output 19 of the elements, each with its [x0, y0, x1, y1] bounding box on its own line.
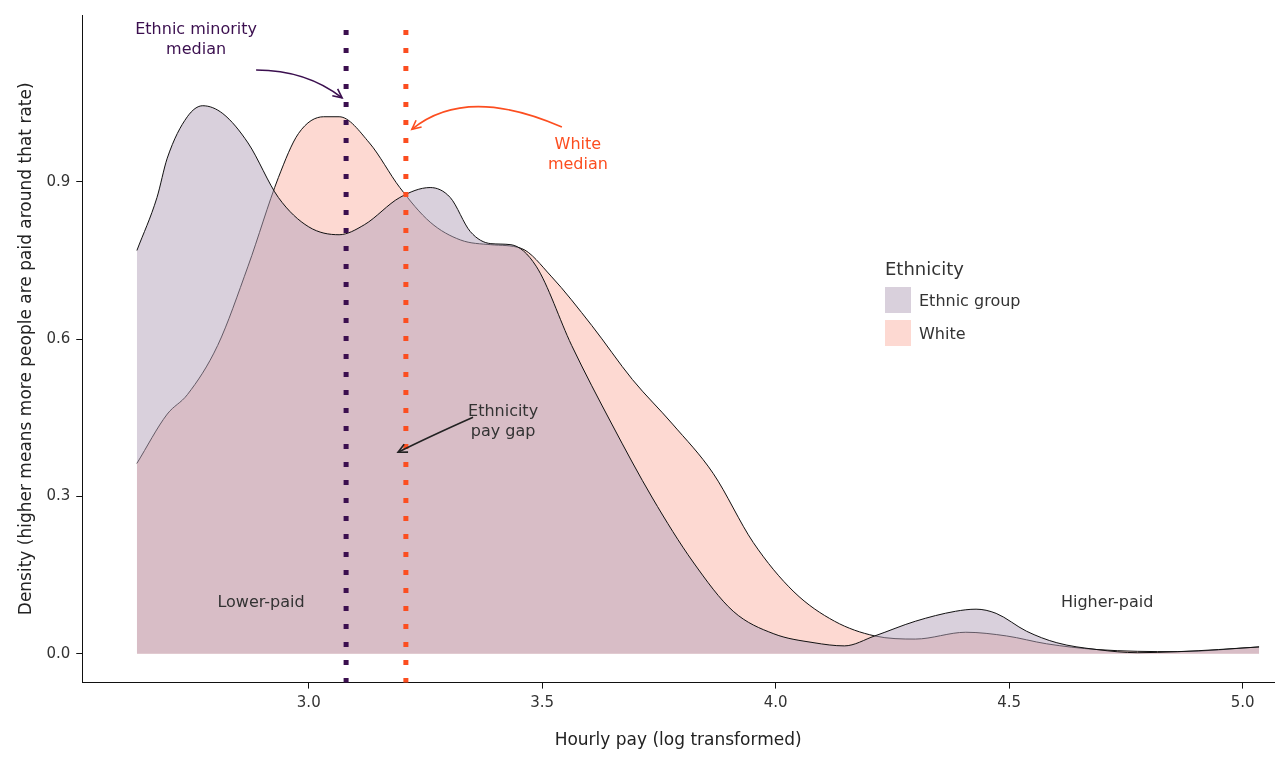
annotation: Ethnicity pay gap	[468, 401, 539, 441]
annotation: Lower-paid	[217, 591, 305, 611]
x-tick-label: 5.0	[1230, 693, 1255, 712]
y-tick-label: 0.9	[46, 171, 71, 190]
x-axis-title: Hourly pay (log transformed)	[554, 729, 802, 750]
ref-line-label: White median	[547, 134, 608, 174]
x-tick-label: 3.5	[530, 693, 555, 712]
y-axis-title: Density (higher means more people are paid around that rate)	[14, 82, 35, 616]
annotation: Higher-paid	[1060, 591, 1154, 611]
legend-title: Ethnicity	[885, 258, 965, 279]
x-tick-label: 3.0	[296, 693, 321, 712]
legend-label: White	[919, 323, 966, 343]
x-tick-label: 4.5	[997, 693, 1022, 712]
x-tick-label: 4.0	[763, 693, 788, 712]
y-tick-label: 0.3	[46, 486, 71, 505]
ref-line-label: Ethnic minority median	[135, 19, 257, 59]
legend-label: Ethnic group	[919, 290, 1021, 310]
y-tick-label: 0.0	[46, 643, 71, 662]
y-tick-label: 0.6	[46, 328, 71, 347]
